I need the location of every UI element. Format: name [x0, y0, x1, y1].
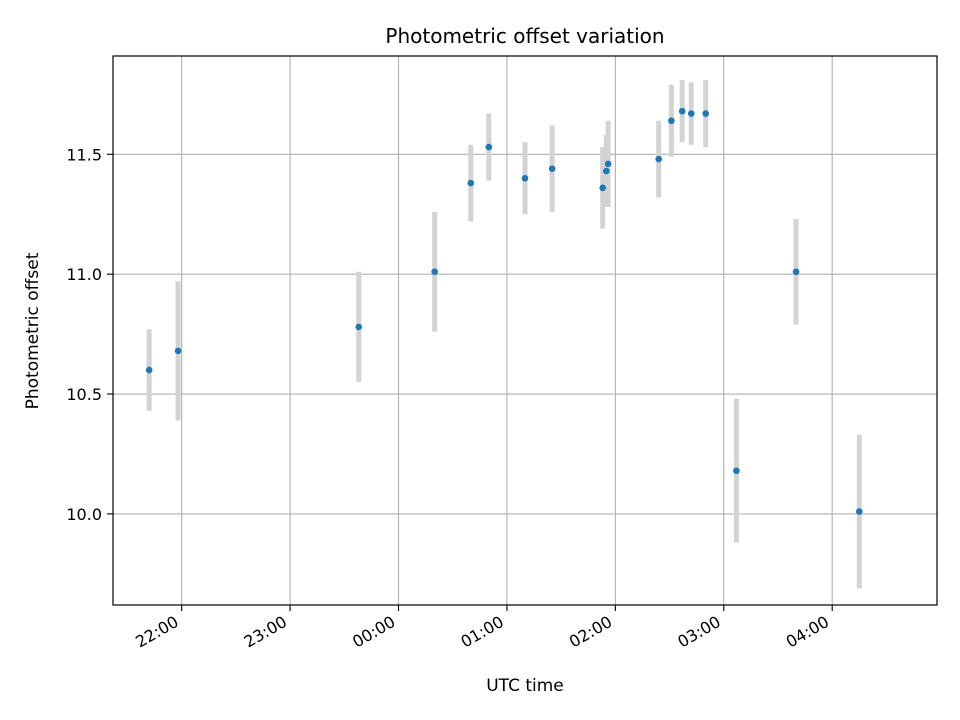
data-point: [604, 160, 612, 168]
x-tick-label: 00:00: [349, 612, 398, 652]
x-tick-label: 01:00: [457, 612, 506, 652]
data-point: [792, 268, 800, 276]
data-point: [655, 155, 663, 163]
y-axis-ticks: 10.0 10.5 11.0 11.5: [66, 145, 113, 524]
grid-lines: [113, 56, 937, 605]
chart-title: Photometric offset variation: [385, 24, 664, 48]
data-point: [603, 167, 610, 175]
y-tick-label: 10.5: [66, 385, 102, 404]
data-point: [145, 366, 153, 374]
x-tick-label: 23:00: [241, 612, 290, 652]
data-point: [548, 165, 556, 172]
x-tick-label: 04:00: [783, 612, 832, 652]
data-point: [855, 508, 863, 515]
x-axis-title: UTC time: [486, 676, 564, 696]
x-tick-label: 02:00: [566, 612, 615, 652]
y-axis-title: Photometric offset: [23, 252, 43, 409]
x-tick-label: 22:00: [132, 612, 181, 652]
x-tick-label: 03:00: [674, 612, 723, 652]
data-point: [702, 110, 710, 117]
data-point: [431, 268, 438, 276]
data-point: [355, 323, 363, 331]
error-bars: [146, 79, 862, 589]
data-point: [687, 110, 695, 117]
plot-area-frame: [112, 55, 938, 606]
data-point: [668, 117, 675, 125]
data-point: [521, 174, 529, 182]
data-point: [599, 184, 607, 192]
y-tick-label: 11.5: [66, 145, 102, 164]
y-tick-label: 11.0: [66, 265, 102, 284]
data-point: [733, 467, 740, 475]
data-point: [678, 107, 686, 115]
data-point: [485, 143, 493, 151]
data-point: [174, 347, 182, 355]
x-axis-ticks: 22:00 23:00 00:00 01:00 02:00 03:00 04:00: [132, 605, 833, 652]
data-point: [467, 179, 475, 187]
y-tick-label: 10.0: [66, 505, 102, 524]
data-points: [145, 107, 863, 515]
